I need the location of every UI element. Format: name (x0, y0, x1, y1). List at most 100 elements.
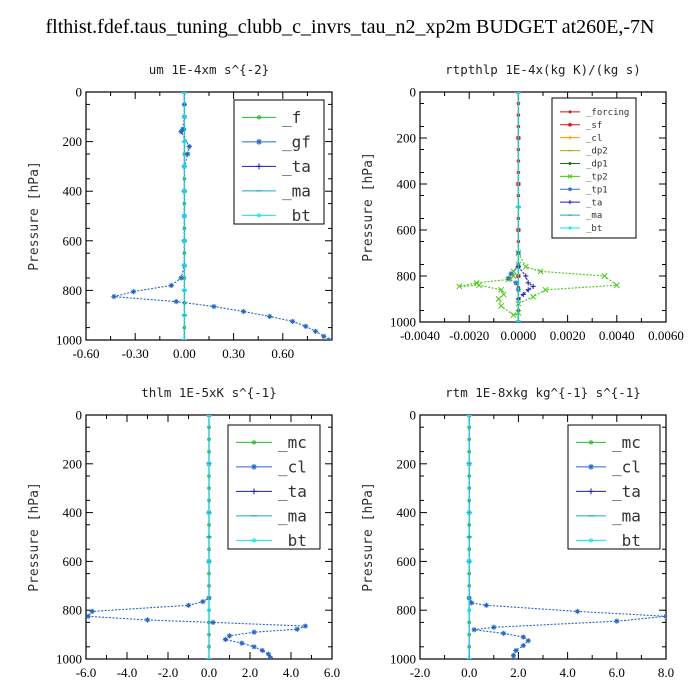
data-point-cl (614, 618, 620, 624)
legend-box (233, 99, 325, 225)
data-point-gf (130, 289, 137, 295)
legend-label: _cl (612, 457, 641, 476)
data-point-cl (222, 636, 228, 643)
legend-label: _sf (586, 121, 602, 131)
data-point-tp1 (505, 275, 512, 281)
data-point-cl (185, 602, 192, 608)
y-tick-label: 0 (76, 408, 83, 423)
data-point-cl (294, 626, 300, 632)
data-point-gf (290, 318, 296, 324)
data-point-gf (321, 333, 327, 339)
series-group (86, 415, 308, 659)
data-point-cl (89, 608, 95, 615)
legend-label: _dp2 (586, 147, 608, 157)
y-axis-label: Pressure [hPa] (361, 482, 376, 592)
data-point-gf (326, 337, 332, 340)
y-axis-label: Pressure [hPa] (27, 161, 42, 271)
data-point-cl (210, 619, 216, 625)
data-point-gf (178, 129, 184, 135)
x-tick-label: 0.0 (201, 665, 217, 680)
chart-panel-4: rtm 1E-8xkg kg^{-1} s^{-1} Pressure [hPa]… (361, 385, 674, 680)
legend-marker (588, 488, 594, 495)
data-point-ta (523, 273, 529, 279)
data-point-cl (469, 600, 475, 606)
x-tick-label: -0.0040 (400, 328, 440, 343)
legend-label: _bt (612, 531, 641, 550)
data-point-tp2 (530, 293, 537, 300)
data-point-gf (211, 303, 217, 310)
legend-label: _bt (282, 206, 311, 225)
legend-label: _gf (282, 132, 311, 151)
legend-label: _ta (282, 157, 311, 176)
x-tick-label: 0.0060 (648, 328, 684, 343)
x-tick-label: 4.0 (559, 665, 575, 680)
data-point-bt (516, 205, 521, 209)
legend-marker (589, 538, 593, 543)
data-point-ta (525, 280, 531, 286)
data-point-cl (251, 644, 257, 650)
data-point-bt (182, 164, 187, 169)
legend-label: _ma (612, 506, 641, 525)
y-tick-label: 800 (397, 269, 417, 284)
legend-box (567, 424, 661, 550)
data-point-cl (471, 627, 477, 633)
legend-marker (568, 110, 572, 114)
y-tick-label: 600 (397, 223, 417, 238)
x-tick-label: -2.0 (410, 665, 431, 680)
data-point-ta (525, 287, 531, 293)
legend-label: _mc (278, 433, 307, 452)
data-point-tp2 (500, 291, 507, 298)
legend-label: _dp1 (586, 160, 608, 170)
y-tick-label: 1000 (56, 652, 82, 667)
y-tick-label: 0 (76, 85, 83, 100)
legend-label: _ta (586, 198, 602, 208)
y-axis-label: Pressure [hPa] (361, 152, 376, 262)
legend-label: _forcing (586, 108, 629, 118)
data-point-tp1 (513, 280, 519, 286)
legend: _forcing _sf _cl _dp2 _dp1 _tp2 _tp1 _ta _ma _bt (551, 97, 637, 239)
data-point-cl (513, 647, 519, 654)
data-point-gf (313, 328, 319, 334)
legend-label: _tp2 (586, 173, 608, 183)
y-tick-label: 600 (63, 554, 83, 569)
data-point-tp2 (542, 286, 549, 293)
x-tick-label: 2.0 (242, 665, 258, 680)
y-tick-label: 1000 (56, 333, 82, 348)
legend-marker (251, 463, 257, 470)
data-point-tp2 (510, 312, 517, 319)
data-point-bt (182, 288, 187, 293)
legend-marker (252, 440, 256, 445)
x-tick-label: 2.0 (510, 665, 526, 680)
x-tick-label: 8.0 (658, 665, 674, 680)
data-point-cl (86, 613, 91, 619)
data-point-gf (168, 282, 174, 289)
data-point-bt (207, 510, 211, 515)
data-point-tp2 (495, 296, 502, 302)
legend-marker (256, 138, 262, 145)
legend-label: _bt (278, 531, 307, 550)
y-tick-label: 400 (397, 505, 417, 520)
legend: _f _gf _ta _ma _bt (233, 99, 325, 225)
data-point-ta (530, 283, 536, 289)
data-point-tp1 (508, 271, 514, 277)
x-tick-label: 4.0 (283, 665, 299, 680)
series-group (466, 415, 666, 659)
data-point-bt (182, 189, 187, 193)
y-tick-label: 0 (410, 85, 417, 100)
data-point-cl (520, 642, 526, 649)
legend-label: _bt (586, 224, 602, 234)
data-point-bt (207, 415, 211, 417)
x-tick-label: 0.0000 (501, 328, 537, 343)
data-point-cl (510, 652, 517, 658)
data-point-gf (186, 143, 192, 150)
legend-marker (568, 187, 572, 192)
data-point-bt (207, 608, 211, 613)
data-point-gf (178, 275, 184, 281)
y-tick-label: 400 (397, 177, 417, 192)
y-tick-label: 400 (63, 505, 83, 520)
data-point-bt (516, 320, 521, 322)
data-point-bt (182, 263, 187, 268)
data-point-cl (239, 640, 245, 646)
data-point-bt (182, 239, 187, 243)
legend-label: _mc (612, 433, 641, 452)
